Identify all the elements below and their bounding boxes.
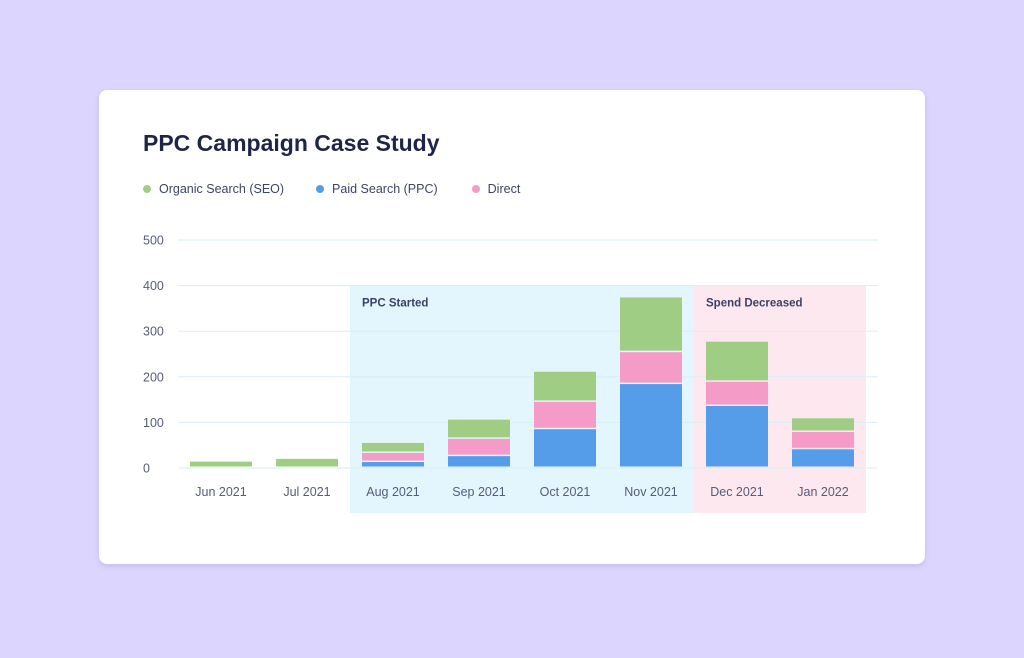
bar-1-series-2 bbox=[276, 458, 338, 467]
bar-7-series-1 bbox=[792, 431, 854, 448]
y-tick-label-500: 500 bbox=[143, 234, 164, 248]
bar-4-series-2 bbox=[534, 371, 596, 401]
y-tick-label-200: 200 bbox=[143, 370, 164, 384]
annotation-label-0: PPC Started bbox=[362, 298, 428, 310]
y-tick-label-300: 300 bbox=[143, 325, 164, 339]
bar-2-series-2 bbox=[362, 442, 424, 452]
chart-title: PPC Campaign Case Study bbox=[143, 130, 440, 156]
x-tick-label-6: Dec 2021 bbox=[710, 485, 764, 499]
legend-item-paid: Paid Search (PPC) bbox=[316, 182, 438, 196]
x-tick-label-0: Jun 2021 bbox=[195, 485, 246, 499]
bar-7-series-0 bbox=[792, 449, 854, 467]
x-tick-label-1: Jul 2021 bbox=[283, 485, 330, 499]
bar-3-series-1 bbox=[448, 438, 510, 455]
legend-swatch-paid bbox=[316, 185, 325, 193]
legend-label-organic: Organic Search (SEO) bbox=[159, 182, 285, 196]
bar-2-series-0 bbox=[362, 462, 424, 467]
y-tick-label-0: 0 bbox=[143, 462, 150, 476]
legend-swatch-organic bbox=[143, 185, 151, 193]
bar-7-series-2 bbox=[792, 418, 854, 431]
chart-card: PPC Campaign Case Study Organic Search (… bbox=[99, 90, 925, 564]
annotation-label-1: Spend Decreased bbox=[706, 298, 803, 310]
y-tick-label-100: 100 bbox=[143, 416, 164, 430]
bar-0-series-2 bbox=[190, 461, 252, 467]
legend-label-paid: Paid Search (PPC) bbox=[332, 182, 438, 196]
y-tick-label-400: 400 bbox=[143, 279, 164, 293]
x-tick-label-2: Aug 2021 bbox=[366, 485, 420, 499]
bar-2-series-1 bbox=[362, 452, 424, 461]
legend-label-direct: Direct bbox=[487, 182, 521, 196]
bar-5-series-1 bbox=[620, 352, 682, 383]
legend-swatch-direct bbox=[471, 185, 480, 193]
legend-item-organic: Organic Search (SEO) bbox=[143, 182, 284, 196]
x-tick-label-5: Nov 2021 bbox=[624, 485, 678, 499]
bar-5-series-0 bbox=[620, 384, 682, 467]
x-tick-label-3: Sep 2021 bbox=[452, 485, 506, 499]
legend-item-direct: Direct bbox=[471, 182, 521, 196]
bar-4-series-0 bbox=[534, 429, 596, 467]
bar-3-series-0 bbox=[448, 456, 510, 467]
bar-5-series-2 bbox=[620, 297, 682, 351]
bar-6-series-1 bbox=[706, 381, 768, 405]
x-tick-label-7: Jan 2022 bbox=[797, 485, 848, 499]
bar-6-series-0 bbox=[706, 405, 768, 467]
stacked-bar-chart: PPC Started Spend Decreased 0 100 200 300 400 5… bbox=[143, 234, 878, 513]
bar-6-series-2 bbox=[706, 341, 768, 381]
chart-legend: Organic Search (SEO) Paid Search (PPC) D… bbox=[143, 182, 520, 196]
bar-3-series-2 bbox=[448, 419, 510, 438]
x-tick-label-4: Oct 2021 bbox=[540, 485, 591, 499]
bar-4-series-1 bbox=[534, 401, 596, 428]
